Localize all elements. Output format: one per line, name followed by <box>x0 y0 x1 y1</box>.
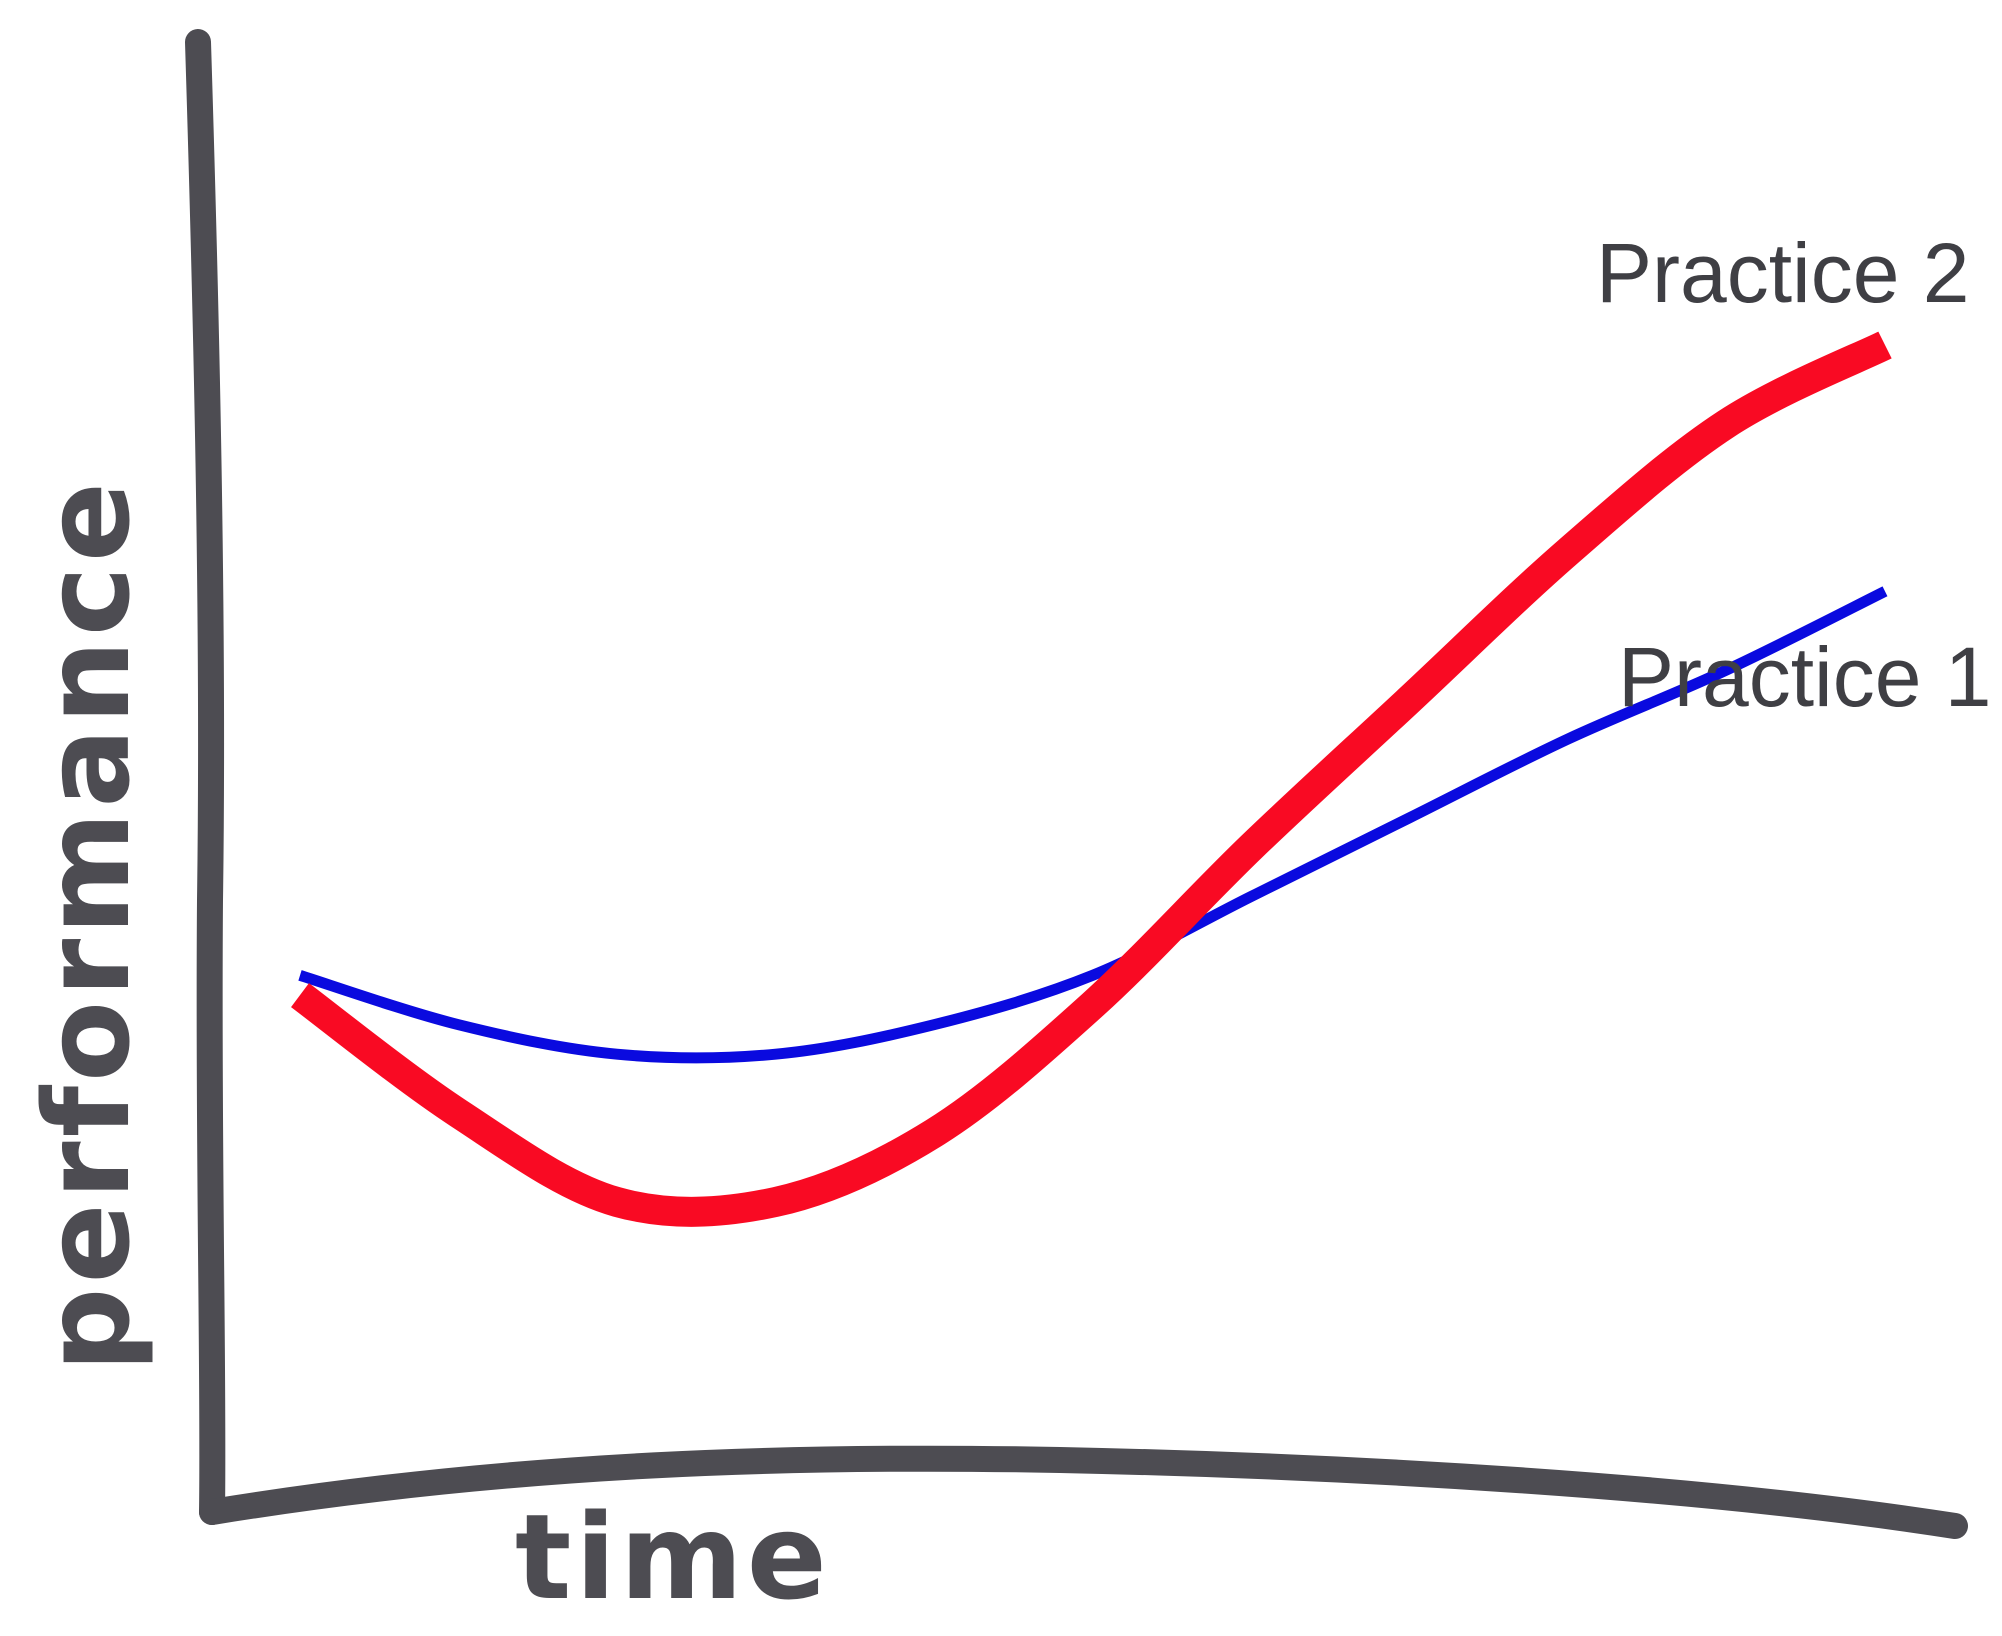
series-line-practice-1 <box>298 586 1888 1064</box>
series-line-practice-2 <box>291 331 1892 1227</box>
x-axis <box>199 1445 1968 1539</box>
series-label-practice-1: Practice 1 <box>1618 630 1992 724</box>
series-label-practice-2: Practice 2 <box>1596 226 1970 320</box>
x-axis-label: time <box>515 1488 831 1626</box>
y-axis <box>185 29 226 1525</box>
y-axis-label: performance <box>18 478 156 1372</box>
